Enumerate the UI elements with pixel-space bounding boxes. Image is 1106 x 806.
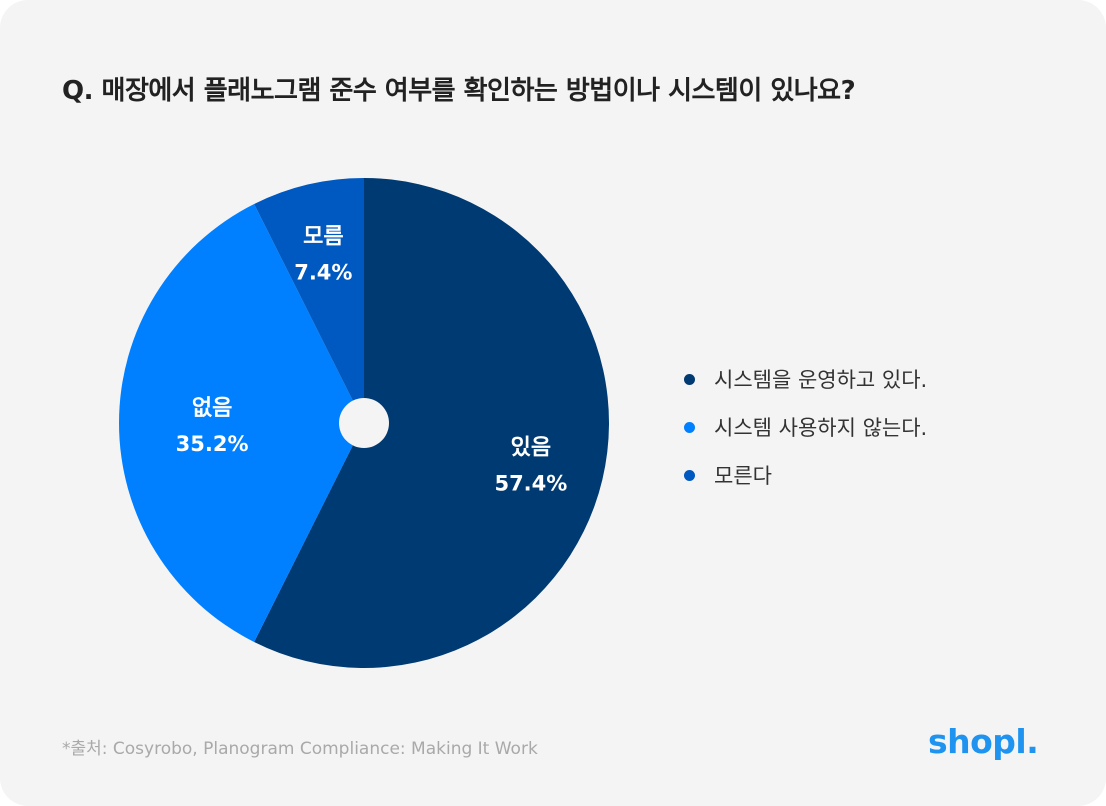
slice-label-no: 없음 (192, 396, 232, 421)
legend-item-unknown: 모른다 (684, 451, 927, 499)
legend-label-unknown: 모른다 (714, 464, 772, 488)
pie-slice-unknown (254, 178, 364, 423)
slice-value-no: 35.2% (176, 432, 249, 456)
pie-slice-no (119, 204, 365, 642)
pie-slice-yes (254, 178, 610, 668)
slice-label-unknown: 모름 (303, 224, 343, 249)
slice-value-unknown: 7.4% (294, 260, 352, 284)
chart-title: Q. 매장에서 플래노그램 준수 여부를 확인하는 방법이나 시스템이 있나요? (62, 76, 856, 106)
legend-dot-unknown (684, 469, 695, 481)
pie-center-hole (339, 398, 389, 448)
slice-value-yes: 57.4% (494, 472, 567, 496)
legend-item-yes: 시스템을 운영하고 있다. (684, 355, 927, 403)
legend: 시스템을 운영하고 있다. 시스템 사용하지 않는다. 모른다 (684, 355, 927, 499)
legend-label-yes: 시스템을 운영하고 있다. (714, 368, 928, 392)
legend-dot-yes (684, 373, 695, 385)
slice-label-yes: 있음 (511, 436, 551, 461)
legend-dot-no (684, 421, 695, 433)
legend-label-no: 시스템 사용하지 않는다. (714, 416, 928, 440)
source-note: *출처: Cosyrobo, Planogram Compliance: Mak… (62, 739, 538, 759)
legend-item-no: 시스템 사용하지 않는다. (684, 403, 927, 451)
shopl-logo: shopl. (928, 722, 1039, 761)
